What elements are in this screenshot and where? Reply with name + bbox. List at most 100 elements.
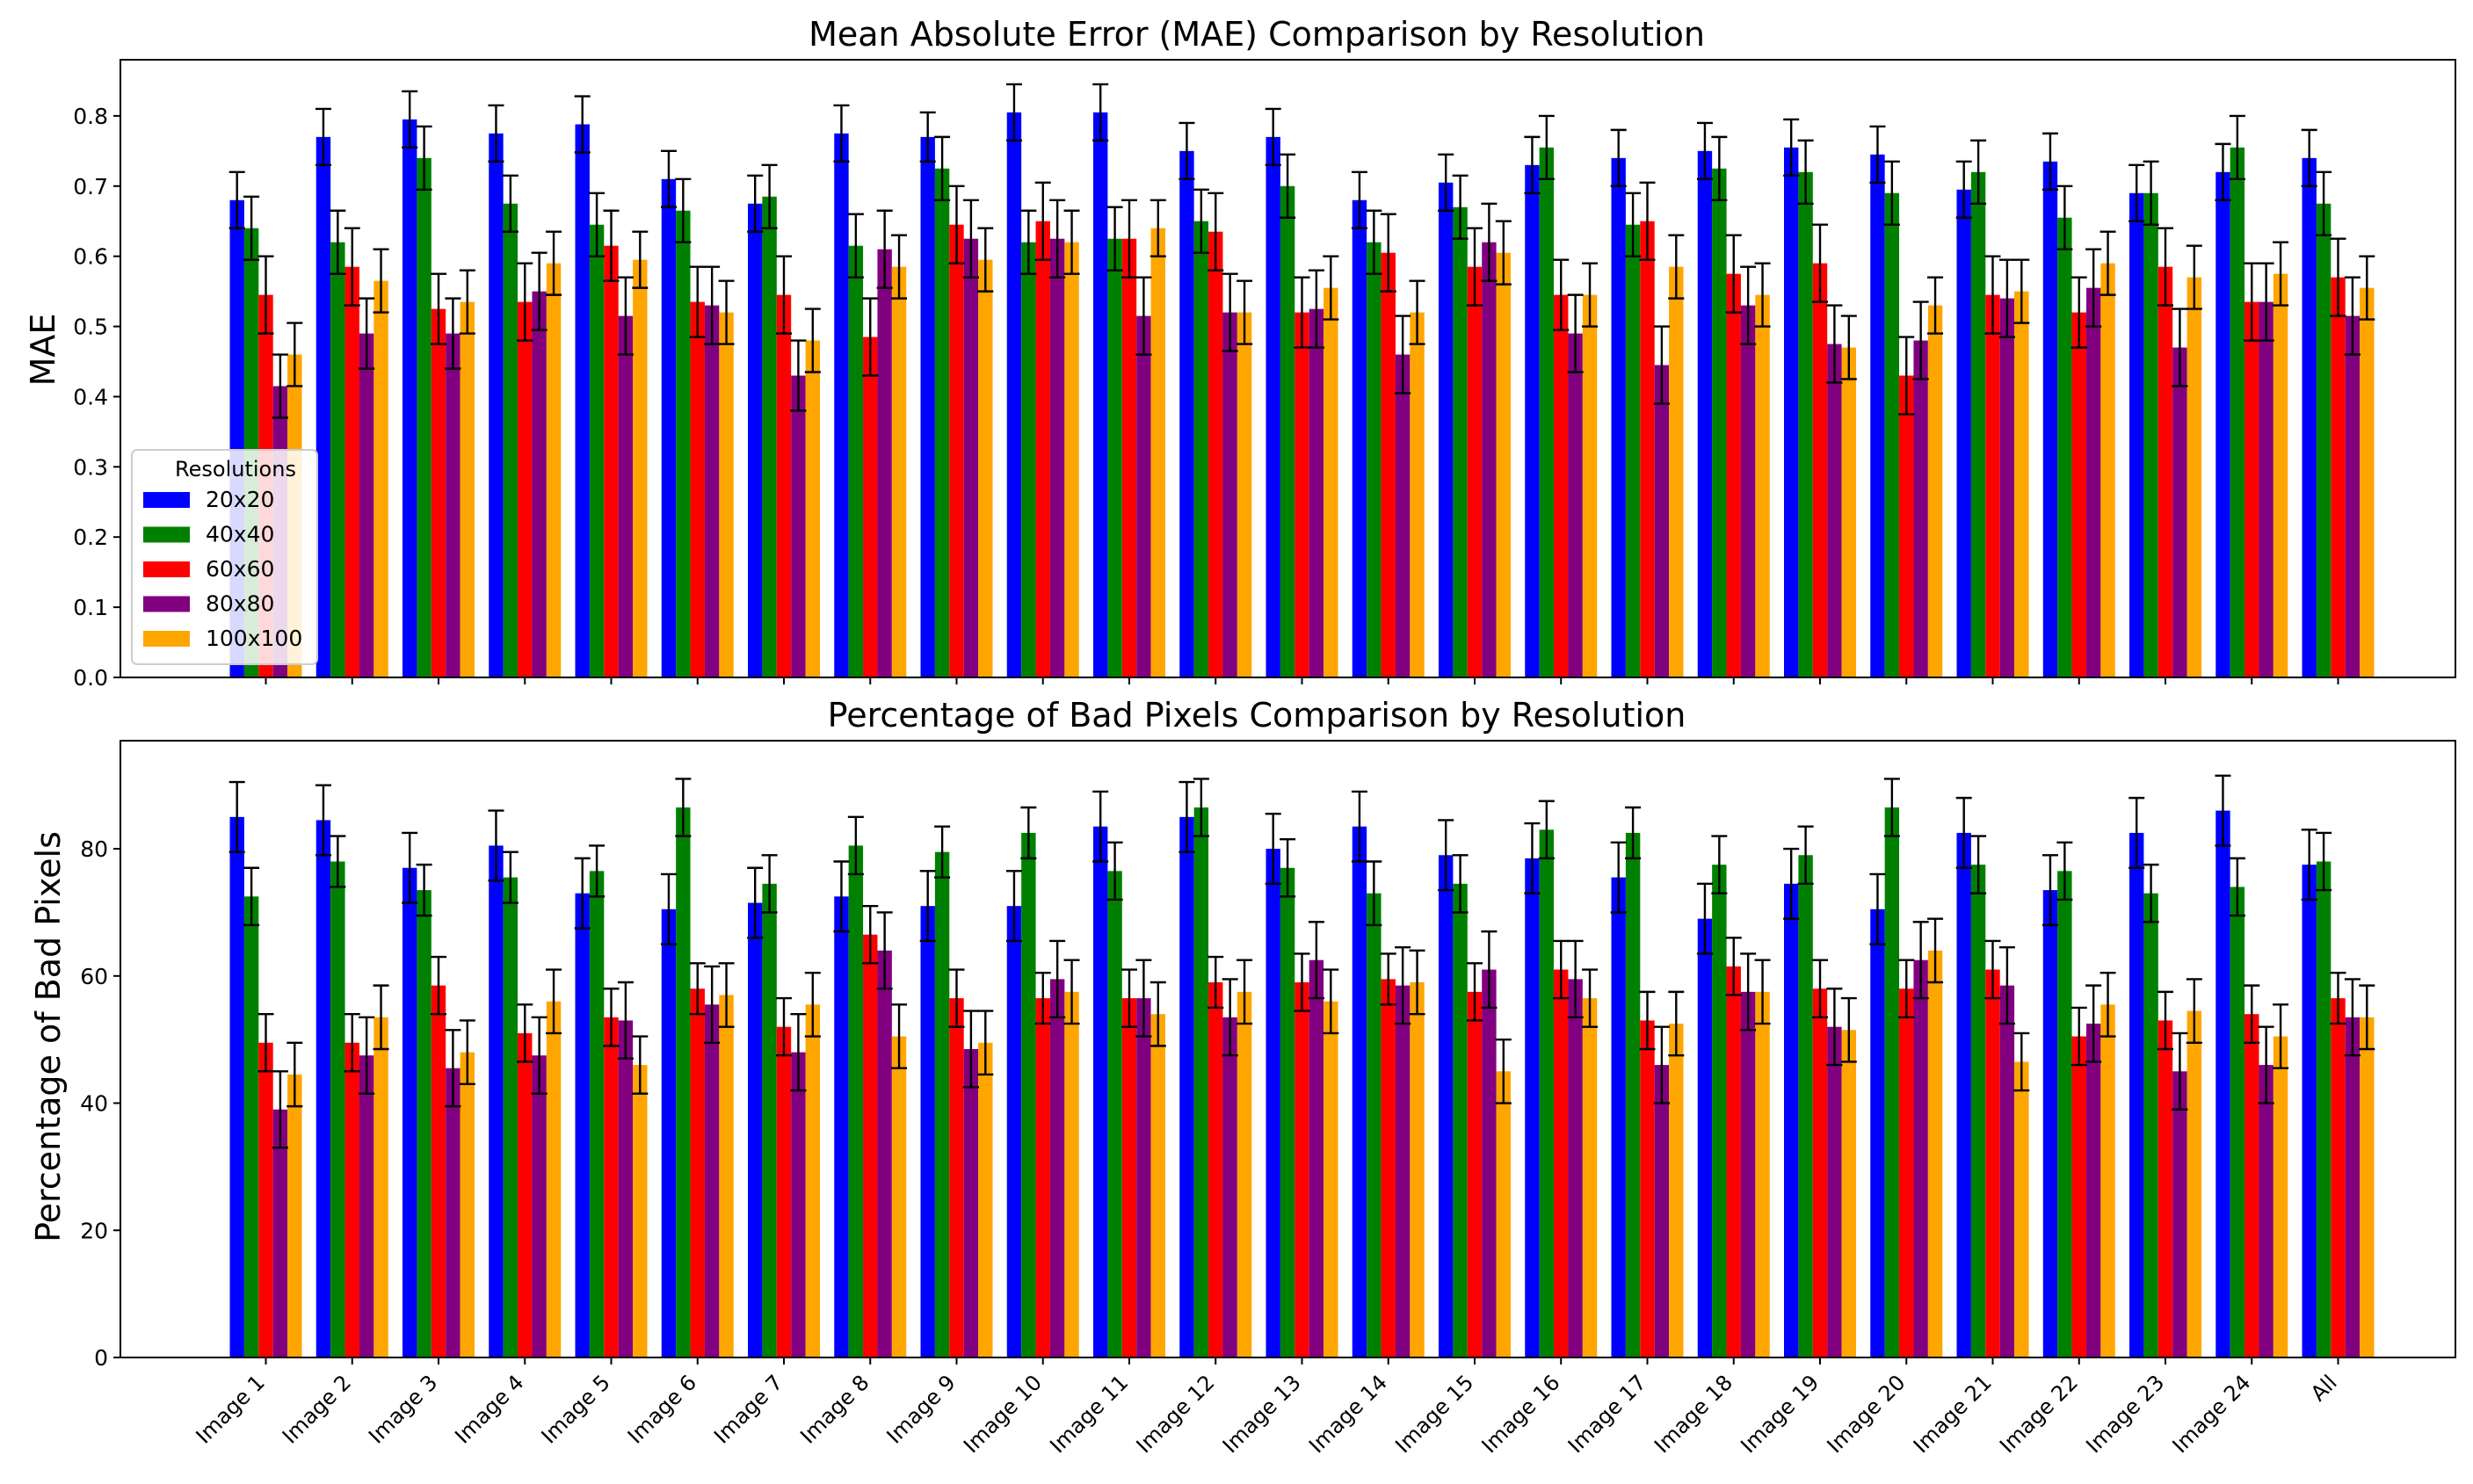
x-tick-label: Image 22 (1995, 1370, 2083, 1458)
mae-error-bar (2085, 248, 2102, 328)
bad-pixels-bar-40x40-image-10 (1021, 832, 1036, 1357)
bad-pixels-error-bar (747, 866, 764, 939)
bad-pixels-bar-40x40-image-6 (676, 807, 691, 1357)
bad-pixels-error-bar (330, 835, 346, 888)
bad-pixels-bar-100x100-image-3 (460, 1052, 475, 1357)
bad-pixels-bar-80x80-image-2 (359, 1055, 374, 1357)
bad-pixels-bar-80x80-image-17 (1654, 1065, 1670, 1357)
bad-pixels-error-bar (1610, 841, 1627, 914)
bad-pixels-error-bar (1883, 778, 1900, 837)
mae-plot-frame (120, 59, 2456, 678)
mae-bar-40x40-image-18 (1712, 168, 1727, 678)
x-tick-label: Image 17 (1563, 1370, 1651, 1458)
bad-pixels-error-bar (2330, 971, 2346, 1025)
mae-bar-40x40-image-2 (330, 242, 345, 677)
mae-bar-20x20-image-10 (1006, 112, 1022, 677)
mae-bar-100x100-image-3 (460, 301, 475, 677)
bad-pixels-bar-40x40-image-23 (2143, 893, 2158, 1357)
mae-bar-60x60-image-8 (863, 337, 878, 677)
mae-error-bar (2301, 128, 2317, 187)
mae-error-bar (891, 234, 908, 300)
bad-pixels-error-bar (1020, 806, 1037, 860)
bad-pixels-error-bar (2158, 990, 2173, 1051)
bad-pixels-error-bar (632, 1035, 649, 1095)
mae-chart-title: Mean Absolute Error (MAE) Comparison by … (809, 15, 1705, 54)
bad-pixels-error-bar (962, 1010, 979, 1089)
mae-error-bar (373, 248, 389, 314)
bad-pixels-error-bar (589, 844, 606, 898)
mae-bar-80x80-image-5 (618, 315, 634, 677)
bad-pixels-error-bar (1582, 968, 1599, 1028)
bad-pixels-error-bar (876, 911, 893, 990)
mae-bar-100x100-image-22 (2100, 263, 2115, 677)
mae-bar-60x60-image-11 (1121, 238, 1137, 677)
bad-pixels-error-bar (790, 1012, 807, 1092)
mae-ytick-label: 0.8 (73, 104, 108, 129)
bad-pixels-bar-40x40-image-13 (1280, 867, 1295, 1357)
mae-bar-100x100-image-21 (2014, 291, 2029, 677)
bad-pixels-error-bar (1898, 959, 1915, 1019)
mae-bar-80x80-image-12 (1222, 312, 1237, 677)
bad-pixels-bar-100x100-image-9 (978, 1042, 993, 1357)
legend-item-20x20: 20x20 (143, 487, 274, 512)
mae-error-bar (704, 265, 721, 345)
mae-error-bar (1567, 293, 1584, 373)
mae-bar-60x60-image-14 (1381, 252, 1396, 677)
bad-pixels-error-bar (2143, 863, 2159, 923)
bad-pixels-bar-80x80-image-6 (704, 1004, 720, 1357)
bad-pixels-error-bar (804, 971, 821, 1038)
bad-pixels-error-bar (2258, 1025, 2274, 1104)
bad-pixels-bar-100x100-image-20 (1927, 950, 1943, 1357)
mae-error-bar (1135, 276, 1152, 356)
mae-error-bar (1840, 315, 1857, 380)
bad-pixels-bar-60x60-image-9 (949, 998, 964, 1357)
mae-bar-40x40-image-3 (417, 157, 432, 677)
bad-pixels-bar-40x40-image-15 (1453, 883, 1468, 1357)
mae-error-bar (1193, 188, 1209, 254)
bad-pixels-error-bar (1481, 930, 1498, 1010)
mae-error-bar (2013, 258, 2030, 324)
x-tick-label: Image 24 (2168, 1370, 2256, 1458)
mae-error-bar (2244, 262, 2260, 342)
mae-error-bar (431, 272, 446, 345)
bad-pixels-bar-80x80-image-10 (1049, 979, 1065, 1357)
mae-bar-20x20-image-3 (402, 119, 417, 677)
bad-pixels-bar-100x100-image-24 (2273, 1036, 2288, 1357)
mae-bar-40x40-image-24 (2230, 147, 2245, 677)
bad-pixels-error-bar (1005, 870, 1022, 943)
legend-label: 80x80 (206, 591, 274, 617)
bad-pixels-y-axis-label: Percentage of Bad Pixels (29, 831, 68, 1242)
mae-bar-80x80-image-20 (1913, 340, 1928, 677)
bad-pixels-error-bar (761, 854, 778, 914)
mae-bars (229, 112, 2375, 678)
mae-error-bar (1740, 265, 1757, 345)
mae-error-bar (1812, 223, 1828, 303)
mae-error-bar (1481, 202, 1498, 282)
bad-pixels-error-bar (2316, 831, 2332, 892)
mae-bar-100x100-image-12 (1236, 312, 1252, 677)
mae-bar-40x40-image-6 (676, 210, 691, 677)
mae-error-bar (1351, 170, 1367, 229)
mae-bar-100x100-image-13 (1324, 287, 1338, 677)
mae-bar-80x80-image-2 (359, 333, 374, 677)
mae-bar-60x60-image-4 (518, 301, 533, 677)
bad-pixels-error-bar (660, 872, 677, 945)
bad-pixels-error-bar (1193, 778, 1209, 837)
mae-error-bar (1955, 160, 1972, 219)
mae-error-bar (589, 192, 606, 257)
bad-pixels-bar-80x80-image-12 (1222, 1017, 1237, 1357)
bad-pixels-bar-100x100-image-17 (1669, 1024, 1684, 1357)
mae-error-bar (962, 199, 979, 279)
bad-pixels-error-bar (1294, 952, 1310, 1012)
mae-bar-20x20-image-2 (315, 136, 331, 677)
mae-bar-100x100-image-17 (1669, 266, 1684, 677)
mae-error-bar (359, 297, 375, 370)
mae-error-bar (804, 308, 821, 373)
mae-bar-100x100-image-2 (373, 280, 388, 677)
mae-bar-80x80-image-19 (1827, 344, 1842, 677)
mae-bar-20x20-image-24 (2216, 171, 2230, 677)
bad-pixels-error-bar (402, 831, 418, 904)
bad-pixels-error-bar (531, 1016, 548, 1095)
bad-pixels-error-bar (488, 809, 504, 882)
